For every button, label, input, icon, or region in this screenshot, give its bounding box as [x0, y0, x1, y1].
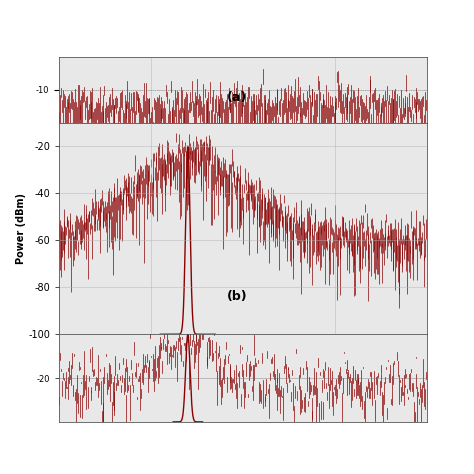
X-axis label: Wavelength (m): Wavelength (m)	[199, 143, 287, 153]
Text: (b): (b)	[227, 290, 247, 303]
Text: (a): (a)	[227, 91, 247, 104]
X-axis label: Wavelength (m): Wavelength (m)	[199, 355, 287, 365]
Y-axis label: Power (dBm): Power (dBm)	[16, 193, 26, 264]
